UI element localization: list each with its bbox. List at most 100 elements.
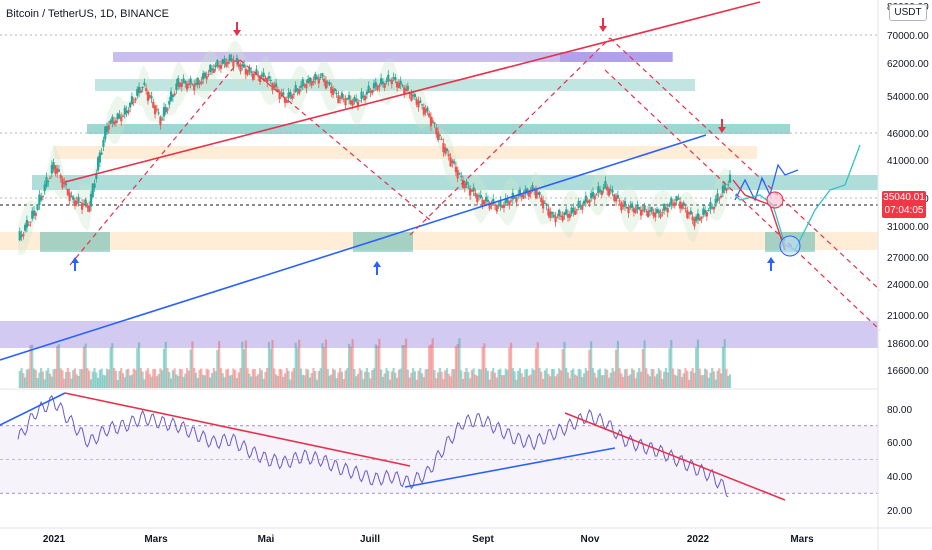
volume-bar [331,368,335,388]
volume-bar [29,345,32,388]
candle-body [643,205,646,211]
candle-body [712,206,716,210]
candle-body [89,193,93,207]
candle-body [561,215,564,221]
volume-bar [330,374,333,388]
volume-bar [673,374,676,388]
candle-body [45,177,48,187]
forecast-red-path [732,179,786,251]
volume-bar [66,368,69,388]
rsi-layer [0,388,878,501]
volume-bar [561,349,564,388]
volume-bar [444,370,447,388]
volume-bar [705,369,708,388]
candle-body [355,98,358,102]
volume-bar [242,349,246,388]
candle-body [22,233,25,237]
volume-bar [340,371,344,388]
candle-body [461,179,465,188]
volume-bar [346,368,349,388]
candle-body [161,119,164,121]
zone-band [87,124,790,134]
volume-bar [100,368,103,388]
volume-bar [689,371,692,388]
candle-body [314,73,317,80]
price-tag-value: 35040.01 [883,192,925,203]
candle-body [613,194,616,201]
volume-bar [376,345,379,388]
candle-body [36,206,39,211]
volume-bar [614,349,618,388]
volume-bar [631,368,634,388]
unit-badge[interactable]: USDT [889,4,927,21]
candle-body [504,198,507,204]
volume-bar [275,374,278,388]
candle-body [531,185,534,192]
y-tick-label: 31000.00 [887,222,929,233]
y-tick-label: 18600.00 [887,339,929,350]
volume-bar [433,369,436,388]
candle-body [107,125,110,130]
candle-body [474,193,477,196]
candle-body [120,116,123,122]
candle-body [488,202,491,209]
volume-bar [70,378,73,388]
volume-bar [522,377,525,388]
channel-dashed-2 [409,37,611,236]
candle-body [663,203,666,211]
candle-body [68,192,71,201]
candle-body [671,203,675,205]
candle-body [278,91,281,100]
rsi-tick-label: 20.00 [887,506,912,517]
volume-bar [273,368,276,388]
candle-body [429,116,433,127]
candle-body [134,98,137,101]
zone-band [353,232,413,252]
volume-bar [431,338,434,388]
candle-body [463,183,466,189]
volume-bar [394,372,397,388]
candle-body [716,193,719,202]
candle-body [162,107,166,117]
candle-body [358,100,361,102]
volume-bar [191,341,194,388]
volume-bar [565,368,568,388]
candle-body [56,168,59,174]
volume-bar [118,371,121,388]
volume-bar [718,368,721,388]
candle-body [356,101,360,106]
candle-body [597,186,600,194]
volume-bar [527,375,530,388]
candle-body [661,212,664,214]
candle-body [501,205,504,208]
candle-body [129,102,132,108]
volume-bar [326,368,329,388]
volume-bar [572,368,575,388]
candle-body [146,91,150,101]
volume-bar [381,376,384,388]
volume-bar [410,372,413,388]
volume-bar [77,376,80,388]
up-arrow-icon [767,257,775,271]
candle-body [175,83,178,90]
candle-body [225,62,228,67]
volume-bar [438,368,441,388]
candle-body [342,98,345,100]
volume-bar [123,377,126,388]
volume-bar [171,370,174,388]
volume-bar [202,374,205,388]
candle-body [104,126,107,140]
candle-body [335,92,338,94]
candle-body [554,216,557,223]
volume-bar [657,368,660,388]
volume-bar [105,368,109,388]
volume-bar [88,370,91,388]
volume-bar [728,374,732,388]
volume-bar [129,375,132,388]
volume-bar [98,369,101,388]
volume-bar [648,376,651,388]
volume-bar [687,379,691,388]
volume-bar [428,345,431,388]
volume-bar [367,372,370,388]
candle-body [374,82,377,87]
